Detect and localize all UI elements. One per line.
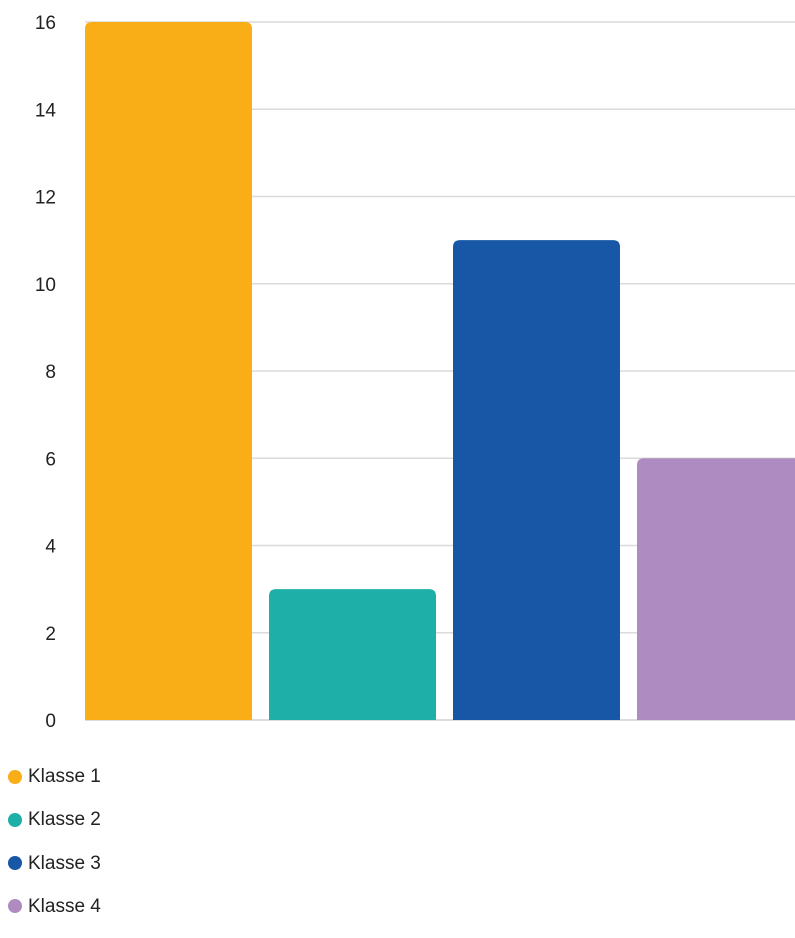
y-tick-label: 2 [45, 624, 56, 645]
legend-label: Klasse 2 [28, 809, 101, 831]
bar-klasse-4 [637, 458, 795, 720]
legend-item: Klasse 1 [8, 765, 101, 788]
legend-swatch-icon [8, 899, 22, 914]
y-tick-label: 0 [45, 711, 56, 732]
bar-chart: 0 2 4 6 8 10 12 14 16 [35, 13, 795, 732]
legend-swatch-icon [8, 812, 22, 827]
legend-label: Klasse 3 [28, 852, 101, 874]
legend-label: Klasse 1 [28, 766, 101, 787]
y-axis-ticks: 0 2 4 6 8 10 12 14 16 [35, 13, 57, 732]
legend-item: Klasse 3 [8, 852, 101, 875]
y-tick-label: 12 [35, 188, 56, 209]
y-tick-label: 10 [35, 275, 56, 296]
bar-klasse-2 [269, 589, 436, 720]
y-tick-label: 14 [35, 100, 57, 121]
bars [85, 22, 795, 720]
legend-swatch-icon [8, 769, 22, 784]
y-tick-label: 4 [45, 537, 56, 558]
y-tick-label: 16 [35, 13, 56, 34]
y-tick-label: 6 [45, 449, 56, 470]
bar-klasse-3 [453, 240, 620, 720]
legend-swatch-icon [8, 856, 22, 871]
legend-item: Klasse 4 [8, 895, 101, 918]
y-tick-label: 8 [45, 362, 56, 383]
bar-klasse-1 [85, 22, 252, 720]
legend: Klasse 1 Klasse 2 Klasse 3 Klasse 4 [8, 765, 101, 938]
legend-label: Klasse 4 [28, 895, 101, 917]
legend-item: Klasse 2 [8, 808, 101, 831]
